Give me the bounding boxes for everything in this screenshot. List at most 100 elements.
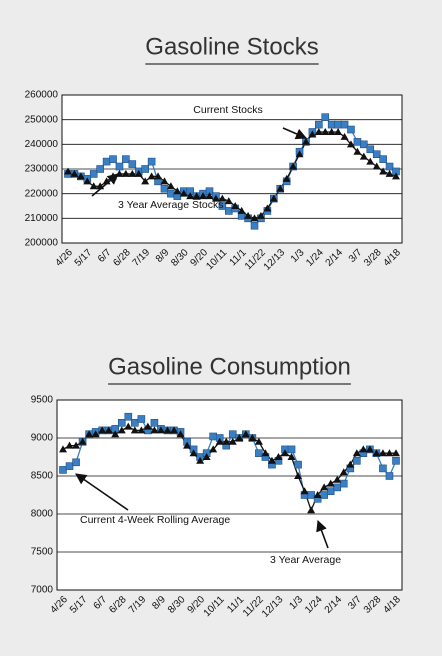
triangle-marker <box>359 152 368 160</box>
square-marker <box>59 466 67 474</box>
square-marker <box>115 162 124 171</box>
triangle-marker <box>334 128 343 135</box>
triangle-marker <box>170 426 178 434</box>
triangle-marker <box>202 453 211 460</box>
triangle-marker <box>98 426 107 434</box>
annotation-arrow <box>91 173 119 197</box>
triangle-marker <box>320 483 329 491</box>
triangle-marker <box>244 211 253 219</box>
triangle-marker <box>137 426 146 434</box>
triangle-marker <box>308 130 317 138</box>
y-tick-label: 9500 <box>31 395 54 406</box>
triangle-marker <box>281 449 289 457</box>
triangle-marker <box>307 506 316 514</box>
square-marker <box>334 120 342 129</box>
square-marker <box>228 430 237 439</box>
square-marker <box>250 221 259 230</box>
square-marker <box>89 170 98 178</box>
triangle-marker <box>378 449 387 457</box>
triangle-marker <box>89 182 98 190</box>
triangle-marker <box>91 430 100 438</box>
triangle-marker <box>64 167 72 175</box>
triangle-marker <box>333 475 342 483</box>
triangle-marker <box>274 453 283 460</box>
triangle-marker <box>372 162 381 170</box>
triangle-marker <box>85 430 94 438</box>
triangle-marker <box>83 177 92 185</box>
square-marker <box>131 418 139 427</box>
triangle-marker <box>211 194 220 202</box>
triangle-marker <box>313 491 322 498</box>
plot-frame <box>61 94 403 244</box>
square-marker <box>339 479 348 488</box>
square-marker <box>385 162 394 171</box>
triangle-marker <box>301 137 310 145</box>
annotation: Current Stocks <box>193 104 262 116</box>
triangle-marker <box>78 437 87 445</box>
y-tick-label: 240000 <box>25 139 59 150</box>
y-tick-label: 220000 <box>25 188 59 199</box>
triangle-marker <box>294 472 303 479</box>
triangle-marker <box>287 453 296 460</box>
square-marker <box>109 155 117 163</box>
triangle-marker <box>263 204 272 212</box>
y-tick-label: 230000 <box>25 164 59 175</box>
chart-title: Gasoline Consumption <box>108 353 351 380</box>
triangle-marker <box>254 437 263 445</box>
annotation-arrow <box>75 473 129 511</box>
triangle-marker <box>321 128 330 135</box>
square-marker <box>124 412 133 421</box>
square-marker <box>326 487 335 496</box>
triangle-marker <box>248 434 257 441</box>
triangle-marker <box>250 214 259 222</box>
triangle-marker <box>134 169 143 177</box>
triangle-marker <box>346 140 355 148</box>
square-marker <box>117 418 126 427</box>
triangle-marker <box>289 162 298 170</box>
annotation-arrow <box>282 127 308 140</box>
triangle-marker <box>150 426 159 434</box>
triangle-marker <box>176 430 185 438</box>
annotation: 3 Year Average Stocks <box>118 199 223 211</box>
square-marker <box>366 145 375 154</box>
square-marker <box>141 165 149 173</box>
triangle-marker <box>218 194 227 202</box>
triangle-marker <box>340 132 349 140</box>
square-marker <box>160 184 169 193</box>
triangle-marker <box>111 430 120 438</box>
triangle-marker <box>117 426 126 434</box>
square-marker <box>360 140 368 149</box>
triangle-marker <box>222 437 231 445</box>
triangle-marker <box>372 449 381 457</box>
square-marker <box>379 464 387 473</box>
triangle-marker <box>269 194 278 202</box>
square-marker <box>379 155 387 163</box>
square-marker <box>167 189 175 198</box>
square-marker <box>147 157 156 166</box>
triangle-marker <box>300 487 309 495</box>
triangle-marker <box>196 456 205 464</box>
square-marker <box>327 120 336 129</box>
triangle-marker <box>179 189 188 197</box>
plot-frame <box>56 399 403 591</box>
chart-title: Gasoline Stocks <box>145 33 318 60</box>
triangle-marker <box>385 449 394 457</box>
square-marker <box>255 449 263 458</box>
square-marker <box>294 460 302 469</box>
square-marker <box>372 150 381 158</box>
y-tick-label: 8500 <box>31 471 54 482</box>
triangle-marker <box>156 426 165 434</box>
triangle-marker <box>147 172 156 180</box>
triangle-marker <box>339 468 348 476</box>
square-marker <box>137 415 146 423</box>
triangle-marker <box>241 430 250 438</box>
annotation: 3 Year Average <box>270 554 341 566</box>
triangle-marker <box>130 426 139 434</box>
triangle-marker <box>276 184 285 192</box>
triangle-marker <box>366 157 375 165</box>
square-marker <box>224 207 233 215</box>
triangle-marker <box>124 422 133 430</box>
square-marker <box>320 491 328 499</box>
square-marker <box>333 483 342 492</box>
triangle-marker <box>160 177 169 185</box>
